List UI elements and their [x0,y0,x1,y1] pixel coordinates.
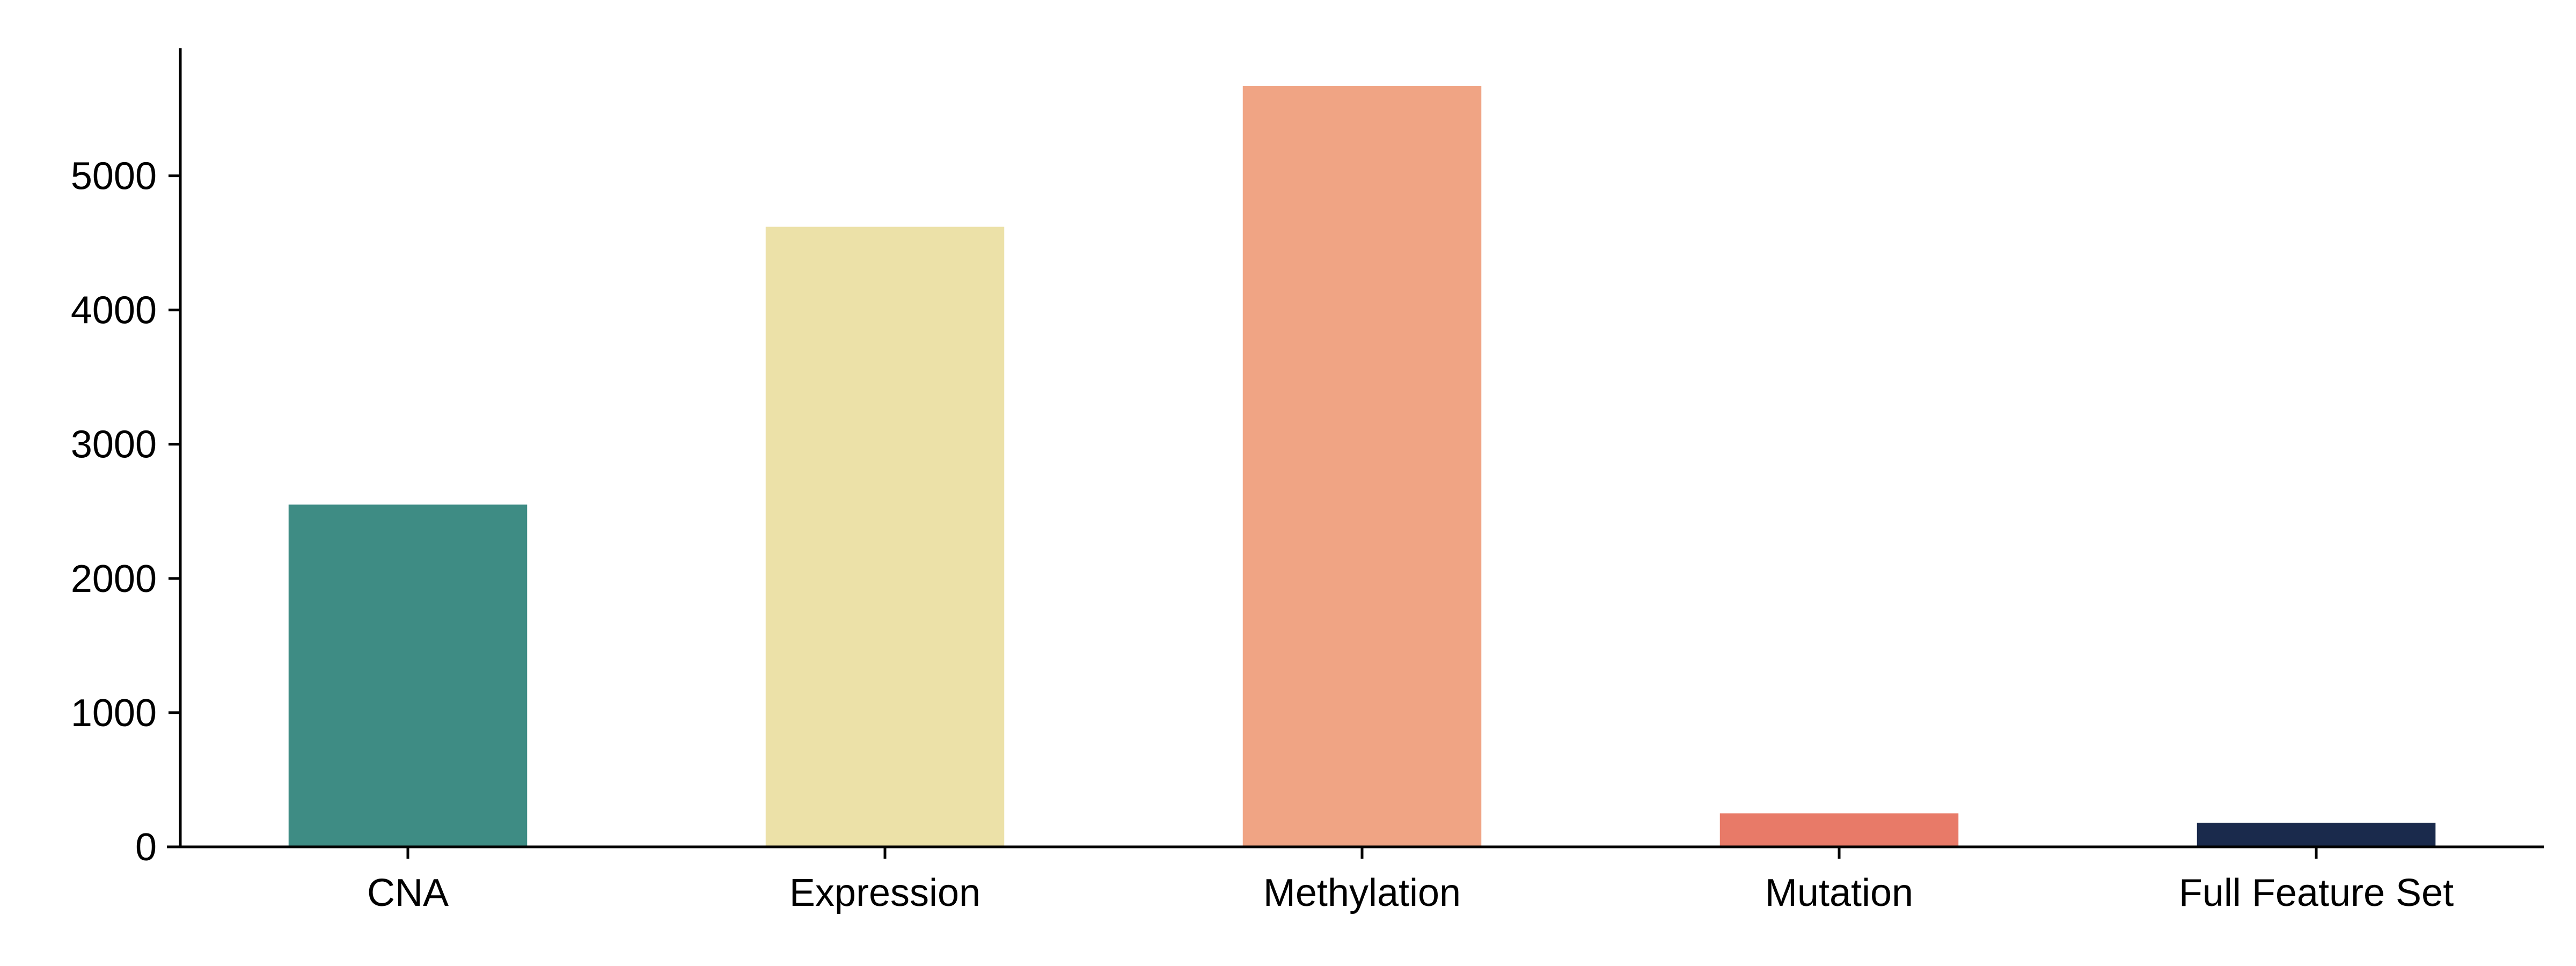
x-tick-label: Mutation [1765,872,1913,914]
bar-full-feature-set [2197,822,2436,847]
bar-expression [765,226,1005,847]
y-tick-label: 0 [135,826,157,869]
y-tick-label: 4000 [71,289,157,332]
y-tick-label: 1000 [71,692,157,735]
y-axis-ticks: 0 1000 2000 3000 4000 5000 [71,155,180,869]
bar-methylation [1242,86,1482,847]
x-tick-label: Expression [789,872,980,914]
x-axis-ticks: CNA Expression Methylation Mutation Full Fea… [367,847,2454,914]
bar-mutation [1719,813,1959,847]
y-tick-label: 3000 [71,423,157,466]
x-tick-label: Full Feature Set [2179,872,2454,914]
bar-cna [288,504,528,847]
y-tick-label: 2000 [71,558,157,601]
bars-group [288,86,2436,847]
y-tick-label: 5000 [71,155,157,198]
x-tick-label: CNA [367,872,449,914]
x-tick-label: Methylation [1263,872,1461,914]
